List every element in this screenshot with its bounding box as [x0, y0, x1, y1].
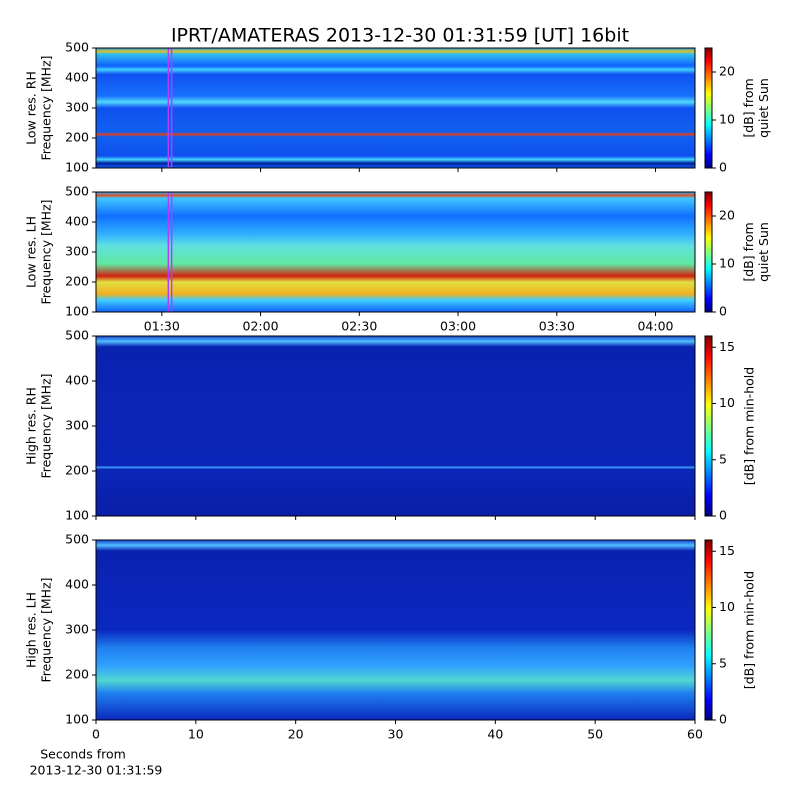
y-axis-label: Low res. RH — [24, 71, 39, 145]
y-tick-label: 400 — [65, 214, 89, 229]
x-tick-label: 0 — [92, 727, 100, 742]
y-tick-label: 100 — [65, 508, 89, 523]
x-tick-label: 20 — [288, 727, 304, 742]
colorbar-tick-label: 10 — [719, 599, 735, 614]
x-axis-label: 2013-12-30 01:31:59 — [30, 763, 163, 778]
y-axis-label: Frequency [MHz] — [39, 577, 54, 682]
y-tick-label: 200 — [65, 463, 89, 478]
y-tick-label: 500 — [65, 328, 89, 343]
y-axis-label: High res. RH — [24, 387, 39, 465]
colorbar-tick-label: 0 — [719, 160, 727, 175]
colorbar-tick-label: 5 — [719, 451, 727, 466]
colorbar-tick-label: 20 — [719, 64, 735, 79]
y-tick-label: 400 — [65, 70, 89, 85]
x-tick-label: 01:30 — [144, 319, 180, 334]
colorbar-tick-label: 0 — [719, 508, 727, 523]
colorbar-label: [dB] from min-hold — [742, 571, 757, 689]
x-tick-label: 02:30 — [341, 319, 377, 334]
y-axis-label: High res. LH — [24, 592, 39, 668]
spectrogram — [96, 540, 695, 720]
x-tick-label: 04:00 — [637, 319, 673, 334]
x-tick-label: 40 — [487, 727, 503, 742]
colorbar-tick-label: 10 — [719, 112, 735, 127]
colorbar-tick-label: 10 — [719, 395, 735, 410]
colorbar-tick-label: 15 — [719, 543, 735, 558]
colorbar-label: [dB] from — [741, 222, 756, 281]
colorbar-tick-label: 5 — [719, 655, 727, 670]
colorbar — [704, 47, 713, 169]
spectrogram — [96, 48, 695, 168]
y-tick-label: 100 — [65, 304, 89, 319]
colorbar — [704, 191, 713, 313]
y-tick-label: 500 — [65, 184, 89, 199]
y-tick-label: 200 — [65, 274, 89, 289]
x-tick-label: 10 — [188, 727, 204, 742]
y-tick-label: 100 — [65, 712, 89, 727]
y-tick-label: 200 — [65, 667, 89, 682]
colorbar-tick-label: 0 — [719, 304, 727, 319]
x-tick-label: 60 — [687, 727, 703, 742]
colorbar — [704, 335, 713, 517]
colorbar-tick-label: 10 — [719, 256, 735, 271]
colorbar-label: [dB] from — [741, 78, 756, 137]
colorbar-label: quiet Sun — [756, 222, 771, 282]
colorbar-tick-label: 15 — [719, 339, 735, 354]
x-tick-label: 30 — [388, 727, 404, 742]
y-tick-label: 100 — [65, 160, 89, 175]
colorbar-tick-label: 20 — [719, 208, 735, 223]
spectrogram — [96, 192, 695, 312]
y-tick-label: 500 — [65, 532, 89, 547]
chart-title: IPRT/AMATERAS 2013-12-30 01:31:59 [UT] 1… — [171, 25, 629, 47]
y-tick-label: 300 — [65, 244, 89, 259]
y-tick-label: 500 — [65, 40, 89, 55]
y-axis-label: Frequency [MHz] — [39, 373, 54, 478]
y-tick-label: 200 — [65, 130, 89, 145]
colorbar-tick-label: 0 — [719, 712, 727, 727]
y-tick-label: 300 — [65, 622, 89, 637]
y-axis-label: Low res. LH — [24, 216, 39, 288]
colorbar-label: quiet Sun — [756, 78, 771, 138]
colorbar — [704, 539, 713, 721]
colorbar-label: [dB] from min-hold — [742, 367, 757, 485]
y-tick-label: 300 — [65, 100, 89, 115]
y-tick-label: 300 — [65, 418, 89, 433]
x-tick-label: 03:00 — [440, 319, 476, 334]
y-axis-label: Frequency [MHz] — [39, 199, 54, 304]
x-tick-label: 03:30 — [539, 319, 575, 334]
y-tick-label: 400 — [65, 373, 89, 388]
x-tick-label: 50 — [587, 727, 603, 742]
y-axis-label: Frequency [MHz] — [39, 55, 54, 160]
spectrogram — [96, 336, 695, 516]
x-tick-label: 02:00 — [243, 319, 279, 334]
x-axis-label: Seconds from — [40, 747, 126, 762]
y-tick-label: 400 — [65, 577, 89, 592]
